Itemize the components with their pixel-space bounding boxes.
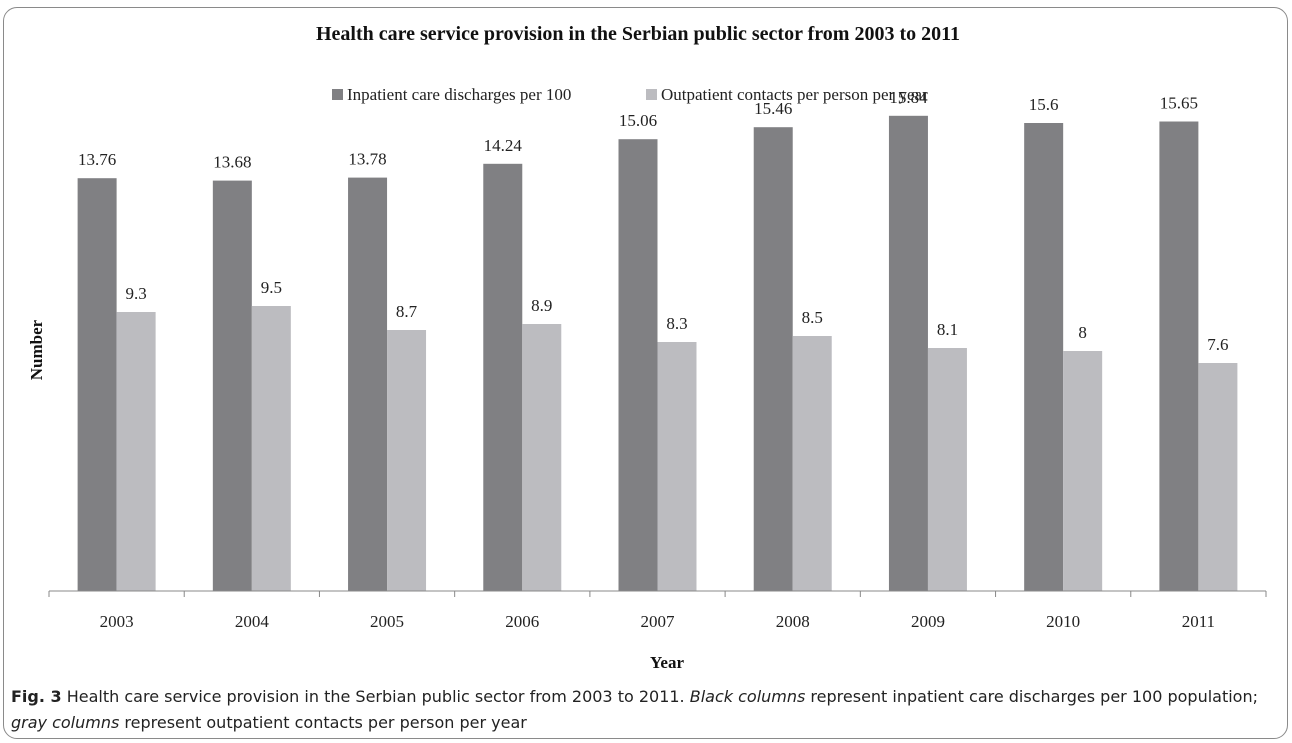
bar-outpatient-2005 [387, 330, 427, 591]
legend-label-outpatient: Outpatient contacts per person per year [661, 85, 928, 104]
data-label-outpatient-2004: 9.5 [261, 278, 282, 297]
legend-swatch-outpatient [646, 89, 657, 100]
data-label-inpatient-2011: 15.65 [1160, 94, 1198, 113]
bar-inpatient-2003 [77, 178, 117, 591]
x-tick-label-2004: 2004 [235, 612, 270, 631]
bar-outpatient-2010 [1063, 351, 1103, 591]
caption-text-1: Health care service provision in the Ser… [61, 687, 690, 706]
legend: Inpatient care discharges per 100 Outpat… [332, 85, 928, 104]
data-label-inpatient-2005: 13.78 [348, 150, 386, 169]
data-label-inpatient-2010: 15.6 [1029, 95, 1059, 114]
y-axis-label: Number [27, 319, 46, 380]
x-tick-label-2007: 2007 [641, 612, 676, 631]
bar-outpatient-2011 [1198, 363, 1238, 591]
bar-inpatient-2007 [618, 139, 658, 591]
bar-outpatient-2008 [792, 336, 832, 591]
x-tick-label-2009: 2009 [911, 612, 945, 631]
x-tick-label-2010: 2010 [1046, 612, 1080, 631]
bar-outpatient-2006 [522, 324, 562, 591]
data-label-inpatient-2009: 15.84 [889, 88, 928, 107]
figure-caption: Fig. 3 Health care service provision in … [11, 684, 1281, 736]
caption-text-3: represent outpatient contacts per person… [119, 713, 527, 732]
bar-outpatient-2007 [657, 342, 697, 591]
data-label-inpatient-2004: 13.68 [213, 153, 251, 172]
bar-inpatient-2004 [212, 180, 252, 591]
data-label-outpatient-2005: 8.7 [396, 302, 418, 321]
data-label-inpatient-2007: 15.06 [619, 111, 657, 130]
chart-title: Health care service provision in the Ser… [316, 23, 960, 45]
data-label-outpatient-2009: 8.1 [937, 320, 958, 339]
bar-inpatient-2005 [348, 177, 388, 591]
legend-label-inpatient: Inpatient care discharges per 100 [347, 85, 571, 104]
x-tick-label-2005: 2005 [370, 612, 404, 631]
data-label-inpatient-2008: 15.46 [754, 99, 792, 118]
data-label-inpatient-2006: 14.24 [484, 136, 523, 155]
bar-outpatient-2004 [251, 306, 291, 591]
data-label-outpatient-2007: 8.3 [666, 314, 687, 333]
data-label-outpatient-2006: 8.9 [531, 296, 552, 315]
caption-fig-label: Fig. 3 [11, 687, 62, 706]
data-label-outpatient-2010: 8 [1078, 323, 1087, 342]
caption-italic-2: gray columns [11, 713, 120, 732]
x-tick-label-2008: 2008 [776, 612, 810, 631]
bar-inpatient-2010 [1024, 123, 1064, 591]
bar-outpatient-2009 [927, 348, 967, 591]
x-tick-label-2006: 2006 [505, 612, 539, 631]
data-label-outpatient-2008: 8.5 [802, 308, 823, 327]
bar-inpatient-2008 [753, 127, 793, 591]
caption-text-2: represent inpatient care discharges per … [805, 687, 1258, 706]
data-label-outpatient-2003: 9.3 [125, 284, 146, 303]
bar-outpatient-2003 [116, 312, 156, 591]
plot-area: 13.76 9.3 2003 13.68 9.5 2004 13.78 8.7 2005 14.2… [48, 88, 1267, 631]
bar-inpatient-2009 [888, 115, 928, 592]
bar-inpatient-2006 [483, 163, 523, 592]
x-tick-label-2003: 2003 [100, 612, 134, 631]
caption-italic-1: Black columns [689, 687, 806, 706]
x-tick-label-2011: 2011 [1182, 612, 1215, 631]
data-label-outpatient-2011: 7.6 [1207, 335, 1228, 354]
legend-swatch-inpatient [332, 89, 343, 100]
bar-inpatient-2011 [1159, 121, 1199, 591]
x-axis-label: Year [650, 653, 684, 672]
data-label-inpatient-2003: 13.76 [78, 150, 116, 169]
